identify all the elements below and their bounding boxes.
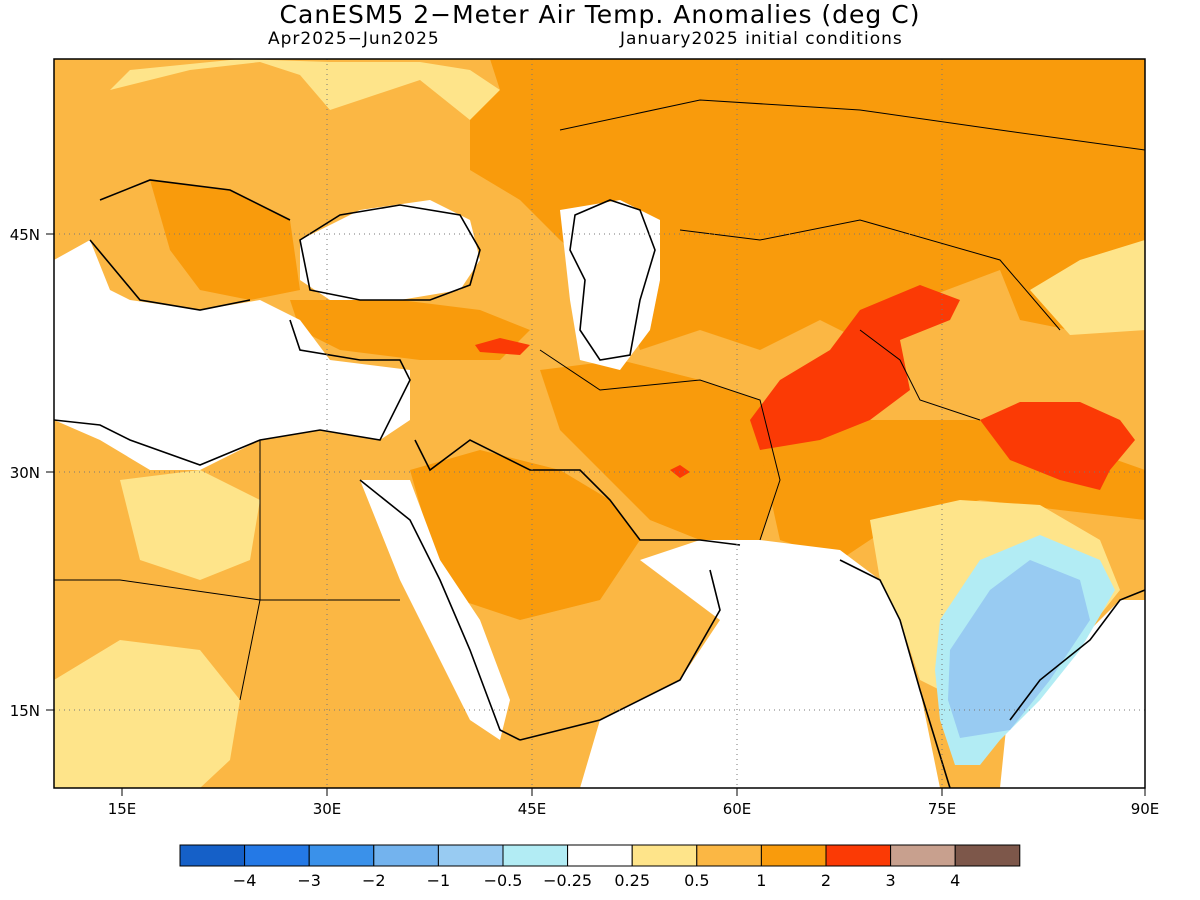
colorbar-label: −2 <box>362 871 386 890</box>
x-tick-label: 45E <box>518 800 547 818</box>
x-tick-label: 30E <box>313 800 342 818</box>
shading-weak-tibet <box>1030 240 1145 335</box>
colorbar-swatch <box>631 844 698 867</box>
shading-near-zero-black-sea <box>300 200 480 300</box>
shading-near-zero-red-sea <box>360 480 510 740</box>
x-tick-label: 75E <box>928 800 957 818</box>
colorbar-label: 0.25 <box>614 871 650 890</box>
shading-hot-afghanistan <box>750 285 960 450</box>
shading-hot-tibet <box>980 402 1135 490</box>
initial-conditions: January2025 initial conditions <box>620 29 903 49</box>
shading-near-zero-mediterranean <box>54 240 410 470</box>
colorbar-label: 0.5 <box>684 871 709 890</box>
colorbar-swatch <box>567 844 633 867</box>
colorbar-label: −0.25 <box>543 871 592 890</box>
colorbar-label: 1 <box>756 871 766 890</box>
shading-near-zero-bay-of-bengal <box>1000 600 1145 788</box>
shading-strong-turkey <box>290 300 530 360</box>
y-tick-label: 15N <box>10 702 40 720</box>
colorbar-swatch <box>502 844 569 867</box>
coastlines <box>54 179 1145 788</box>
chart-title: CanESM5 2−Meter Air Temp. Anomalies (deg… <box>279 0 921 29</box>
colorbar-swatch <box>760 844 827 867</box>
map-frame <box>53 58 1146 789</box>
x-tick-label: 90E <box>1131 800 1160 818</box>
colorbar-label: 3 <box>886 871 896 890</box>
x-tick-label: 60E <box>723 800 752 818</box>
colorbar-swatch <box>890 844 956 867</box>
shading-hot-turkey-east <box>475 338 530 355</box>
x-axis-ticks <box>121 788 1146 796</box>
colorbar-label: −1 <box>427 871 451 890</box>
borders <box>54 99 1145 701</box>
colorbar-swatch <box>825 844 892 867</box>
colorbar-swatch <box>308 844 375 867</box>
y-axis-ticks <box>46 233 54 711</box>
colorbar-label: −4 <box>233 871 257 890</box>
colorbar-swatch <box>954 844 1021 867</box>
shading-strong-iran <box>540 360 780 540</box>
shading-weak-africa <box>54 640 240 788</box>
gridlines <box>54 59 1145 788</box>
colorbar-label: 4 <box>950 871 960 890</box>
shading-cool-india-core <box>948 560 1090 738</box>
colorbar-label: −3 <box>297 871 321 890</box>
colorbar-label: −0.5 <box>484 871 523 890</box>
colorbar: −4 −3 −2 −1 −0.5 −0.25 0.25 0.5 1 2 3 4 <box>179 844 1021 890</box>
anomaly-field <box>54 59 1145 788</box>
shading-strong-arabia <box>410 450 640 620</box>
shading-weak-europe <box>110 59 500 120</box>
x-tick-label: 15E <box>108 800 137 818</box>
colorbar-swatch <box>373 844 439 867</box>
shading-weak-central-africa <box>120 470 260 580</box>
colorbar-swatch <box>437 844 504 867</box>
colorbar-swatch <box>696 844 762 867</box>
shading-strong-balkans <box>150 180 300 300</box>
forecast-period: Apr2025−Jun2025 <box>268 29 440 49</box>
colorbar-swatch <box>244 844 310 867</box>
y-tick-label: 30N <box>10 464 40 482</box>
shading-near-zero-arabian-sea <box>580 540 940 788</box>
colorbar-swatch <box>179 844 246 867</box>
y-tick-label: 45N <box>10 226 40 244</box>
colorbar-label: 2 <box>821 871 831 890</box>
